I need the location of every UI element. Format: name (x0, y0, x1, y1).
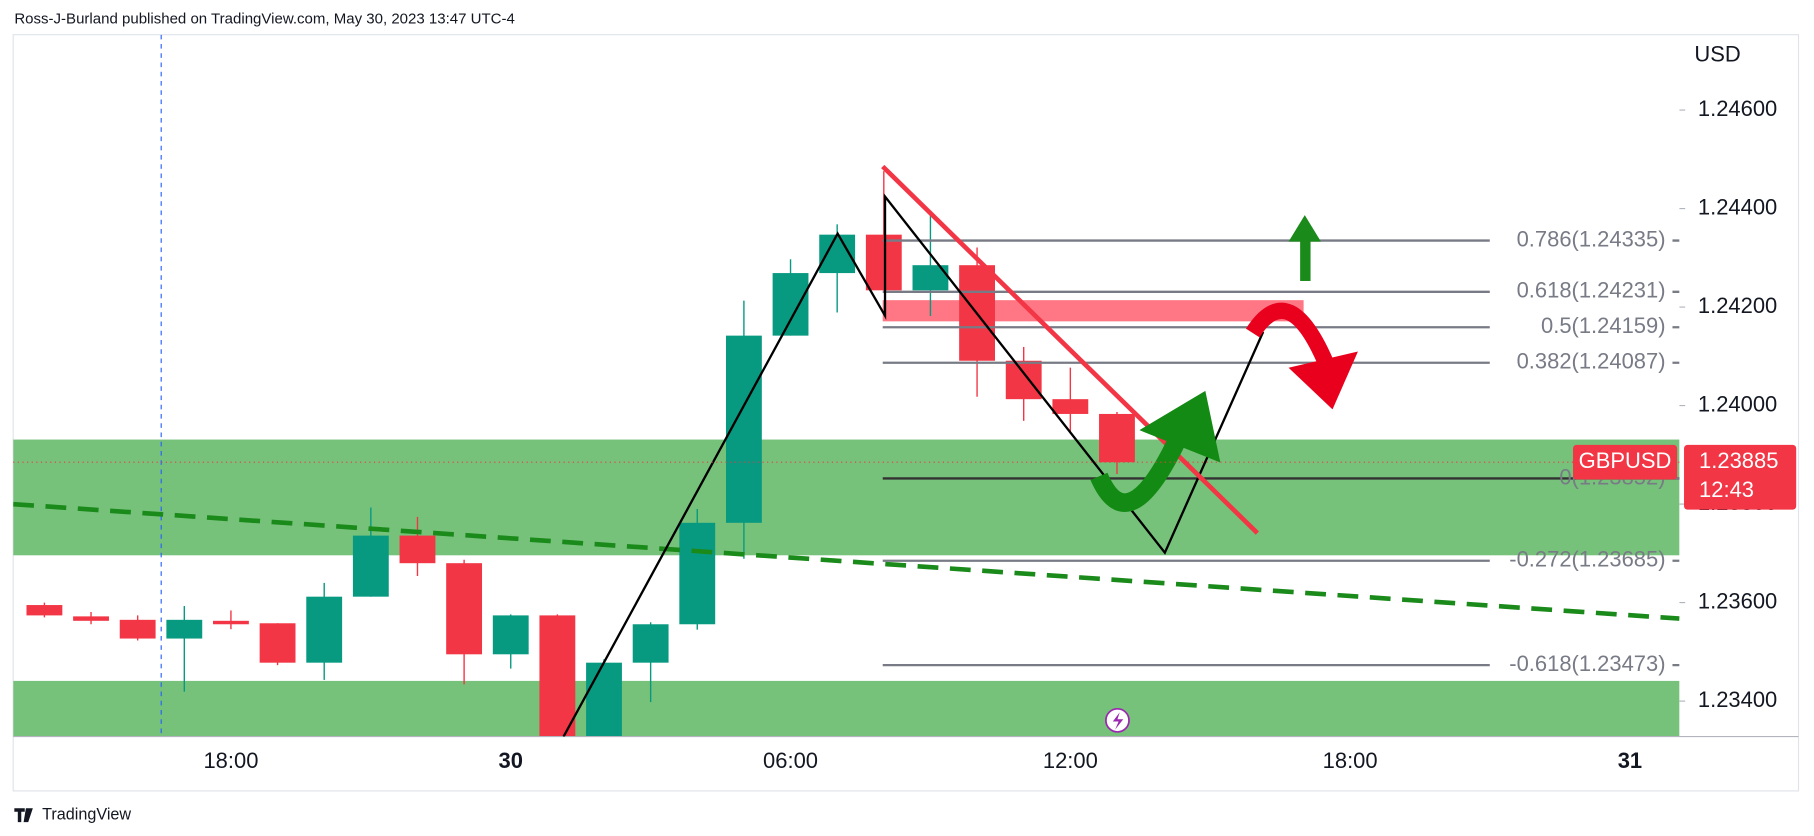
y-tick-label: 1.24600 (1698, 96, 1777, 121)
candle-body (259, 623, 296, 663)
x-tick-label: 06:00 (763, 748, 818, 773)
price-tag (1684, 444, 1797, 510)
fib-label: -0.272(1.23685) (1509, 547, 1665, 572)
countdown: 12:43 (1699, 477, 1754, 502)
candle-body (73, 616, 109, 621)
zone (882, 300, 1304, 322)
candle-body (632, 624, 669, 663)
candle-body (446, 563, 483, 655)
y-tick-label: 1.24000 (1698, 391, 1777, 416)
candle-body (772, 273, 809, 336)
y-tick-label: 1.23400 (1698, 687, 1777, 712)
green-curve-arrow (1090, 435, 1186, 512)
event-icon-bolt (1112, 712, 1124, 730)
symbol-label: GBPUSD (1579, 448, 1672, 473)
x-tick-label: 30 (499, 748, 523, 773)
x-tick-label: 12:00 (1043, 748, 1098, 773)
zone (13, 680, 1680, 737)
fib-label: 0.786(1.24335) (1517, 226, 1666, 251)
candle-body (679, 522, 716, 625)
frame (12, 34, 1800, 792)
zones (13, 300, 1680, 737)
header: Ross-J-Burland published on TradingView.… (14, 11, 515, 28)
symbol-tag (1573, 444, 1678, 480)
y-axis-title: USD (1694, 41, 1740, 66)
axis: 1.246001.244001.242001.240001.238001.236… (203, 96, 1777, 773)
plot: 0.786(1.24335) 0.618(1.24231) 0.5(1.24159)… (26, 34, 1680, 737)
price-label: 1.23885 (1699, 448, 1778, 473)
brand-logo (14, 808, 33, 823)
candle-body (865, 234, 902, 291)
candle-body (352, 535, 389, 597)
x-tick-label: 31 (1618, 748, 1642, 773)
fib-label: 0.618(1.24231) (1517, 278, 1666, 303)
green-arrow-head (1139, 390, 1221, 463)
fib-label: 0.5(1.24159) (1541, 313, 1666, 338)
candle-body (1052, 399, 1089, 414)
up-arrow-head (1288, 215, 1321, 242)
candle-body (1099, 413, 1135, 463)
resistance-line (881, 164, 1259, 535)
fib-label: -0.618(1.23473) (1509, 651, 1665, 676)
candle-body (306, 596, 343, 663)
zone (13, 439, 1680, 556)
fib-label: 0.382(1.24087) (1517, 349, 1666, 374)
candle-body (492, 615, 529, 655)
trend-line (13, 501, 1680, 621)
candle-body (1005, 360, 1042, 400)
y-tick-label: 1.24200 (1698, 293, 1777, 318)
candle-body (119, 619, 156, 639)
drawings (13, 164, 1680, 737)
candle-body (166, 619, 203, 639)
zigzag (562, 193, 1265, 737)
up-arrow (1300, 237, 1311, 281)
candle-body (213, 620, 249, 625)
candle-body (539, 615, 576, 737)
candle-body (586, 662, 622, 737)
x-tick-label: 18:00 (203, 748, 258, 773)
red-arrow-head (1288, 351, 1358, 410)
y-tick-label: 1.23600 (1698, 588, 1777, 613)
x-tick-label: 18:00 (1323, 748, 1378, 773)
red-curve-arrow (1245, 302, 1336, 371)
y-tick-label: 1.24400 (1698, 194, 1777, 219)
brand: TradingView (42, 805, 131, 823)
candle-body (399, 535, 436, 564)
candle-body (26, 605, 63, 616)
